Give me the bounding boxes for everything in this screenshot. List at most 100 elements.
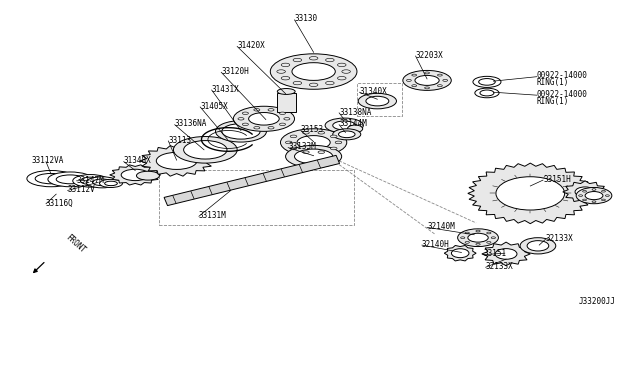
Ellipse shape	[480, 90, 494, 96]
Ellipse shape	[222, 124, 260, 139]
Text: J33200JJ: J33200JJ	[579, 297, 616, 306]
Text: 33133M: 33133M	[288, 142, 316, 151]
Ellipse shape	[465, 241, 469, 243]
Text: 31431X: 31431X	[212, 85, 239, 94]
Ellipse shape	[479, 78, 495, 85]
Polygon shape	[482, 242, 531, 266]
Ellipse shape	[337, 77, 346, 80]
Text: RING(1): RING(1)	[537, 78, 569, 87]
Text: 33151H: 33151H	[543, 175, 571, 184]
Ellipse shape	[27, 170, 76, 187]
Ellipse shape	[335, 141, 342, 144]
Text: 32140M: 32140M	[427, 222, 455, 231]
Ellipse shape	[333, 129, 361, 140]
Ellipse shape	[342, 70, 351, 73]
Text: 33153: 33153	[301, 125, 324, 134]
Text: 32140H: 32140H	[422, 240, 450, 249]
Ellipse shape	[575, 187, 595, 197]
Ellipse shape	[309, 57, 318, 60]
Ellipse shape	[496, 177, 564, 210]
Ellipse shape	[290, 147, 297, 150]
Ellipse shape	[582, 199, 586, 201]
Ellipse shape	[48, 172, 93, 187]
Ellipse shape	[280, 112, 285, 115]
Ellipse shape	[415, 76, 439, 86]
Ellipse shape	[297, 136, 330, 149]
Ellipse shape	[451, 249, 469, 258]
Ellipse shape	[461, 237, 465, 238]
Ellipse shape	[438, 74, 442, 76]
Text: 31405X: 31405X	[200, 102, 228, 111]
Text: FRONT: FRONT	[64, 232, 87, 255]
Ellipse shape	[277, 89, 295, 94]
Polygon shape	[109, 165, 161, 185]
Ellipse shape	[366, 96, 389, 106]
Ellipse shape	[585, 192, 603, 200]
Text: 32133X: 32133X	[486, 262, 513, 271]
Ellipse shape	[438, 85, 442, 87]
Ellipse shape	[425, 87, 429, 89]
Text: 00922-14000: 00922-14000	[537, 90, 588, 99]
Ellipse shape	[592, 189, 596, 190]
Ellipse shape	[284, 118, 290, 120]
Text: 33138NA: 33138NA	[339, 108, 371, 117]
Ellipse shape	[184, 141, 227, 159]
Ellipse shape	[309, 83, 318, 87]
Ellipse shape	[100, 179, 122, 187]
Ellipse shape	[527, 241, 548, 251]
Ellipse shape	[268, 126, 274, 129]
Ellipse shape	[582, 190, 586, 192]
Ellipse shape	[293, 58, 301, 62]
Text: 33144M: 33144M	[339, 119, 367, 128]
Ellipse shape	[73, 174, 108, 187]
Ellipse shape	[280, 129, 347, 156]
Ellipse shape	[303, 131, 309, 134]
Ellipse shape	[81, 177, 100, 185]
Ellipse shape	[270, 54, 357, 89]
Ellipse shape	[248, 112, 279, 125]
Ellipse shape	[576, 187, 612, 204]
Ellipse shape	[476, 230, 480, 232]
Ellipse shape	[238, 118, 244, 120]
Ellipse shape	[326, 58, 334, 62]
Text: 31420X: 31420X	[237, 41, 265, 50]
Ellipse shape	[458, 229, 499, 247]
Ellipse shape	[465, 232, 469, 234]
Ellipse shape	[290, 135, 297, 138]
Ellipse shape	[476, 243, 480, 245]
Ellipse shape	[495, 248, 517, 259]
Polygon shape	[468, 163, 593, 224]
Ellipse shape	[280, 123, 285, 126]
Ellipse shape	[339, 131, 355, 138]
Bar	[159, 170, 354, 225]
Polygon shape	[140, 145, 214, 176]
Text: 33151: 33151	[483, 250, 506, 259]
Ellipse shape	[358, 93, 396, 109]
Ellipse shape	[592, 201, 596, 202]
Ellipse shape	[579, 195, 582, 196]
Ellipse shape	[602, 190, 605, 192]
Ellipse shape	[337, 63, 346, 67]
Ellipse shape	[425, 72, 429, 74]
Text: 32203X: 32203X	[415, 51, 444, 60]
Ellipse shape	[318, 131, 324, 134]
Ellipse shape	[406, 80, 412, 81]
Ellipse shape	[303, 151, 309, 154]
Ellipse shape	[254, 109, 260, 111]
Text: 32133X: 32133X	[545, 234, 573, 243]
Ellipse shape	[156, 153, 197, 169]
Ellipse shape	[121, 169, 149, 181]
Polygon shape	[444, 246, 476, 261]
Text: 31340X: 31340X	[360, 87, 387, 96]
Ellipse shape	[333, 121, 356, 130]
Text: 31348X: 31348X	[124, 156, 152, 166]
Ellipse shape	[268, 109, 274, 111]
Ellipse shape	[325, 118, 364, 133]
Polygon shape	[563, 181, 607, 203]
Ellipse shape	[520, 238, 556, 254]
Ellipse shape	[136, 171, 159, 180]
Text: RING(1): RING(1)	[537, 97, 569, 106]
Ellipse shape	[293, 81, 301, 85]
Bar	[276, 93, 296, 112]
Ellipse shape	[330, 147, 337, 150]
